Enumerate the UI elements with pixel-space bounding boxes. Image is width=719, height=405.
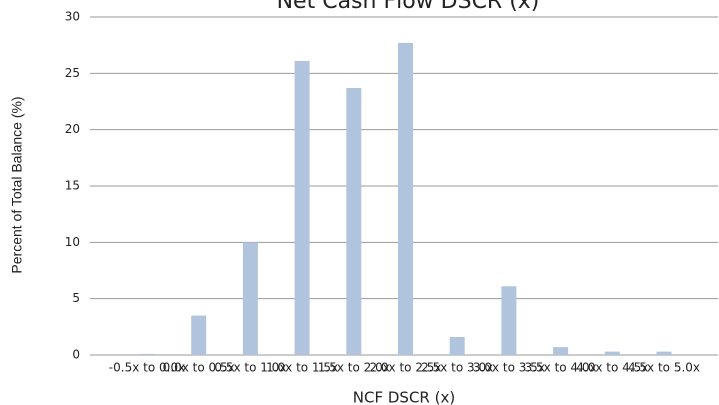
y-axis-title: Percent of Total Balance (%) bbox=[9, 96, 25, 273]
x-tick-label: 4.5x to 5.0x bbox=[628, 361, 700, 375]
bar bbox=[656, 351, 672, 355]
chart-title: Net Cash Flow DSCR (x) bbox=[277, 0, 540, 14]
x-tick-label: 0.0x to 0.5x bbox=[163, 361, 235, 375]
bar bbox=[346, 87, 362, 355]
bar bbox=[501, 286, 517, 355]
x-tick-label: 0.5x to 1.0x bbox=[214, 361, 286, 375]
y-tick-label: 10 bbox=[65, 235, 80, 249]
x-tick-label: 2.0x to 2.5x bbox=[369, 361, 441, 375]
bar bbox=[242, 242, 258, 355]
y-tick-label: 30 bbox=[65, 10, 80, 24]
y-tick-label: 5 bbox=[72, 291, 80, 305]
y-tick-label: 0 bbox=[72, 348, 80, 362]
y-tick-label: 25 bbox=[65, 66, 80, 80]
x-tick-label: -0.5x to 0.0x bbox=[109, 361, 185, 375]
bar bbox=[294, 60, 310, 355]
bar bbox=[398, 42, 413, 356]
x-tick-label: 1.5x to 2.0x bbox=[318, 361, 390, 375]
y-tick-label: 20 bbox=[65, 122, 80, 136]
y-tick-label: 15 bbox=[65, 179, 80, 193]
x-tick-label: 4.0x to 4.5x bbox=[576, 361, 648, 375]
bar bbox=[553, 347, 569, 355]
x-tick-label: 1.0x to 1.5x bbox=[266, 361, 338, 375]
x-tick-label: 2.5x to 3.0x bbox=[421, 361, 493, 375]
x-tick-label: 3.0x to 3.5x bbox=[473, 361, 545, 375]
bar bbox=[604, 351, 620, 355]
x-tick-label: 3.5x to 4.0x bbox=[525, 361, 597, 375]
bar bbox=[191, 315, 207, 355]
x-axis-title: NCF DSCR (x) bbox=[353, 389, 455, 405]
bar bbox=[449, 336, 465, 355]
bar bbox=[139, 353, 155, 355]
